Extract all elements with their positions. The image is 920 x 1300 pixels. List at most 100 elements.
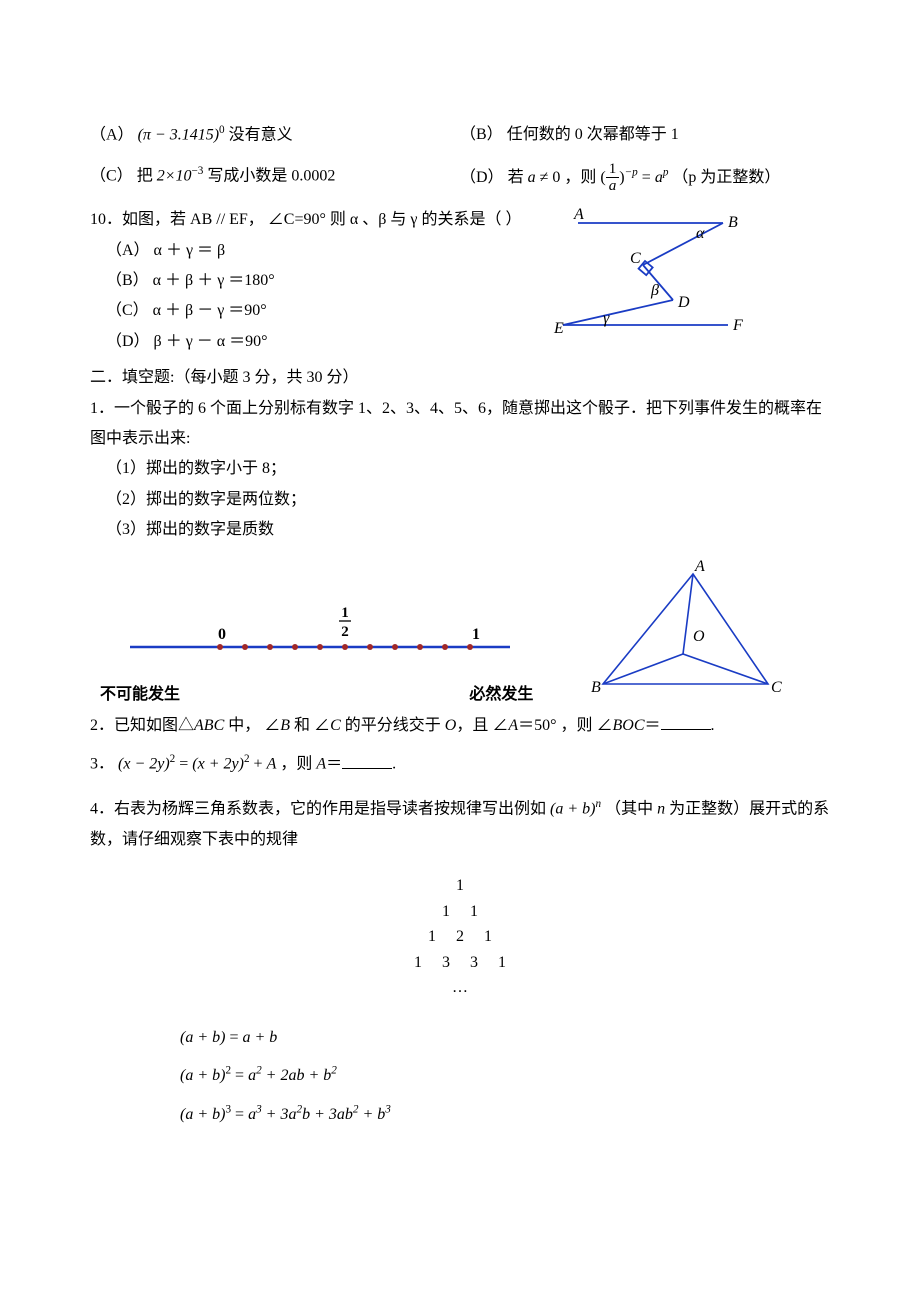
option-d-frac-num: 1 (606, 161, 620, 179)
q10-opt-c: （C） α ＋ β － γ ＝90° (90, 296, 548, 326)
options-row-cd: （C） 把 2×10−3 写成小数是 0.0002 （D） 若 a ≠ 0 ，则… (90, 161, 830, 195)
pascal-row-3: 1331 (90, 950, 830, 976)
q10-num: 10． (90, 211, 122, 228)
prob-right-label: 必然发生 (469, 680, 533, 710)
s2-q2-a: 已知如图△ (114, 717, 194, 734)
s2-q2-num: 2． (90, 717, 114, 734)
prob-line-svg: 0 1 2 1 (90, 589, 520, 669)
s2-q2-aa: A (508, 717, 518, 734)
s2-q3-blank[interactable] (342, 752, 392, 769)
pascal-row-2: 121 (90, 924, 830, 950)
f2-lhs: (a + b) (180, 1067, 225, 1084)
s2-q3-lhs: (x − 2y) (118, 756, 170, 773)
s2-q4-mid: （其中 (601, 800, 657, 817)
pascal-row-0: 1 (90, 873, 830, 899)
s2-q2-blank[interactable] (661, 713, 711, 730)
option-a: （A） (π − 3.1415)0 没有意义 (90, 120, 460, 151)
s2-q2-abc: ABC (194, 717, 224, 734)
s2-q2-o: O (445, 717, 457, 734)
pascal-triangle: 1 11 121 1331 … (90, 873, 830, 1001)
triangle-box: A B C O (583, 559, 830, 710)
s2-q2-boc: BOC (613, 717, 645, 734)
s2-q3-num: 3． (90, 756, 114, 773)
f2-rhs: a2 + 2ab + b2 (248, 1067, 337, 1084)
s2-q3-eq: = (175, 756, 192, 773)
formula-2: (a + b)2 = a2 + 2ab + b2 (180, 1057, 830, 1095)
q10-lbl-d: D (677, 294, 690, 311)
option-d-rhs: a (655, 169, 663, 186)
option-b: （B） 任何数的 0 次幂都等于 1 (460, 120, 830, 150)
q10-diagram-svg: A B C D E F α β γ (548, 205, 758, 345)
s2-q2-cc: C (330, 717, 341, 734)
s2-q2-f: ＝50° ，则 ∠ (518, 717, 612, 734)
option-a-tail: 没有意义 (229, 126, 293, 143)
s2-q3: 3． (x − 2y)2 = (x + 2y)2 + A ，则 A＝. (90, 749, 830, 780)
s2-q1-i3: （3）掷出的数字是质数 (90, 515, 830, 545)
section2-title: 二．填空题:（每小题 3 分，共 30 分） (90, 363, 830, 393)
f1-eq: = (225, 1029, 242, 1046)
expansion-formulas: (a + b) = a + b (a + b)2 = a2 + 2ab + b2… (90, 1019, 830, 1134)
s2-q4-base: (a + b) (550, 800, 595, 817)
s2-q3-rhs: (x + 2y) (192, 756, 244, 773)
option-d-eq: = (638, 169, 655, 186)
q10-lbl-c: C (630, 250, 641, 267)
option-d-exp: −p (625, 166, 638, 178)
prob-line-box: 0 1 2 1 不可能发生 必然发生 (90, 589, 583, 711)
s2-q1-i2: （2）掷出的数字是两位数； (90, 485, 830, 515)
pascal-ellipsis: … (90, 975, 830, 1001)
s2-q2: 2．已知如图△ABC 中， ∠B 和 ∠C 的平分线交于 O，且 ∠A＝50° … (90, 711, 830, 741)
q10-stem-text: 如图，若 AB // EF， ∠C=90° 则 α 、β 与 γ 的关系是（ ） (122, 211, 521, 228)
tri-b: B (591, 679, 601, 696)
q10-lbl-beta: β (650, 282, 659, 299)
option-a-sup: 0 (219, 124, 225, 136)
f3-lhs: (a + b) (180, 1106, 225, 1123)
q10-lbl-b: B (728, 214, 738, 231)
option-c-num: 2×10 (157, 167, 192, 184)
option-d-a: a (528, 169, 536, 186)
prob-half-num: 1 (341, 605, 349, 621)
option-a-expr: (π − 3.1415) (138, 126, 219, 143)
f1-lhs: (a + b) (180, 1029, 225, 1046)
s2-q3-tail: . (392, 756, 396, 773)
q10-lbl-alpha: α (696, 225, 705, 242)
prob-one: 1 (472, 626, 480, 643)
s2-q3-A: A (267, 756, 277, 773)
options-row-ab: （A） (π − 3.1415)0 没有意义 （B） 任何数的 0 次幂都等于 … (90, 120, 830, 151)
s2-q2-d: 的平分线交于 (341, 717, 445, 734)
option-d-note: （p 为正整数） (668, 169, 780, 186)
q10-opt-a: （A） α ＋ γ ＝ β (90, 236, 548, 266)
formula-3: (a + b)3 = a3 + 3a2b + 3ab2 + b3 (180, 1096, 830, 1134)
option-a-label: （A） (90, 126, 134, 143)
q10-opt-b: （B） α ＋ β ＋ γ ＝180° (90, 266, 548, 296)
q10-opt-d: （D） β ＋ γ － α ＝90° (90, 327, 548, 357)
q10-lbl-a: A (573, 206, 584, 223)
s2-q2-b: 中， ∠ (224, 717, 280, 734)
s2-q3-then: ，则 (276, 756, 316, 773)
q10-stem: 10．如图，若 AB // EF， ∠C=90° 则 α 、β 与 γ 的关系是… (90, 205, 548, 235)
s2-q2-c: 和 ∠ (290, 717, 330, 734)
pascal-row-1: 11 (90, 899, 830, 925)
s2-q1-text: 一个骰子的 6 个面上分别标有数字 1、2、3、4、5、6，随意掷出这个骰子．把… (90, 400, 822, 447)
option-c-sup: −3 (192, 165, 204, 177)
prob-and-triangle: 0 1 2 1 不可能发生 必然发生 (90, 559, 830, 710)
s2-q1: 1．一个骰子的 6 个面上分别标有数字 1、2、3、4、5、6，随意掷出这个骰子… (90, 394, 830, 455)
tri-o: O (693, 628, 705, 645)
option-c-label: （C） (90, 167, 133, 184)
option-d-label: （D） (460, 169, 504, 186)
q10-lbl-e: E (553, 320, 564, 337)
s2-q4-n: n (657, 800, 665, 817)
f3-rhs: a3 + 3a2b + 3ab2 + b3 (248, 1106, 391, 1123)
prob-half-den: 2 (341, 624, 349, 640)
f2-eq: = (231, 1067, 248, 1084)
tri-c: C (771, 679, 782, 696)
s2-q1-num: 1． (90, 400, 114, 417)
s2-q2-e: ，且 ∠ (456, 717, 508, 734)
q10-lbl-gamma: γ (603, 310, 610, 327)
f1-rhs: a + b (242, 1029, 277, 1046)
s2-q2-g: ＝ (645, 717, 661, 734)
s2-q2-bb: B (280, 717, 290, 734)
q10-lbl-f: F (732, 317, 743, 334)
option-d-frac-den: a (606, 178, 620, 195)
tri-a: A (694, 559, 705, 575)
option-d-pre: 若 (508, 169, 528, 186)
